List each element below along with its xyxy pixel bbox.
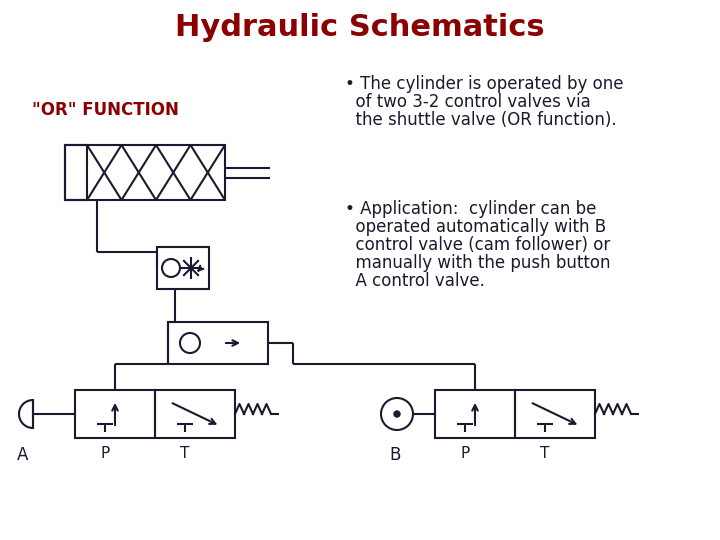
Circle shape	[394, 411, 400, 417]
Bar	[65, 145, 225, 200]
Text: manually with the push button: manually with the push button	[345, 254, 611, 272]
Bar	[435, 390, 515, 438]
Bar	[65, 145, 87, 200]
Text: Hydraulic Schematics: Hydraulic Schematics	[175, 14, 545, 43]
Bar	[515, 390, 595, 438]
Bar	[75, 390, 155, 438]
Bar	[155, 390, 235, 438]
Text: A: A	[17, 446, 29, 464]
Text: T: T	[540, 446, 549, 461]
Text: P: P	[460, 446, 469, 461]
Text: the shuttle valve (OR function).: the shuttle valve (OR function).	[345, 111, 616, 129]
Text: "OR" FUNCTION: "OR" FUNCTION	[32, 101, 179, 119]
Text: P: P	[100, 446, 109, 461]
Text: B: B	[390, 446, 401, 464]
Text: • Application:  cylinder can be: • Application: cylinder can be	[345, 200, 596, 218]
Text: of two 3-2 control valves via: of two 3-2 control valves via	[345, 93, 590, 111]
Text: T: T	[180, 446, 189, 461]
Bar	[168, 322, 268, 364]
Text: control valve (cam follower) or: control valve (cam follower) or	[345, 236, 611, 254]
Text: A control valve.: A control valve.	[345, 272, 485, 290]
Bar	[157, 247, 209, 289]
Text: operated automatically with B: operated automatically with B	[345, 218, 606, 236]
Text: • The cylinder is operated by one: • The cylinder is operated by one	[345, 75, 624, 93]
